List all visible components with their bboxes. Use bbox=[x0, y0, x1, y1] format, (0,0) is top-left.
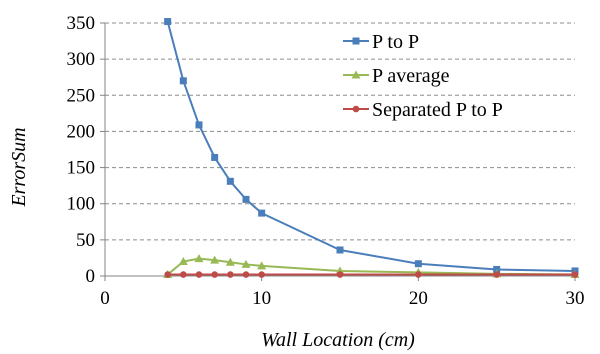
data-point-p-to-p bbox=[414, 260, 422, 268]
legend-item-p-to-p: P to P bbox=[343, 31, 419, 53]
data-point-p-average bbox=[241, 259, 251, 268]
axes: 0 50 100 150 200 250 300 350 0 10 20 30 bbox=[67, 13, 585, 309]
legend-label: Separated P to P bbox=[372, 99, 503, 121]
x-tick-label: 30 bbox=[566, 288, 585, 309]
data-point-p-average bbox=[225, 257, 235, 266]
y-tick-label: 100 bbox=[67, 194, 96, 215]
legend-label: P average bbox=[372, 65, 450, 87]
data-point-separated-p-to-p bbox=[180, 271, 187, 278]
data-point-separated-p-to-p bbox=[164, 271, 171, 278]
legend-swatch-marker bbox=[352, 105, 360, 113]
legend: P to P P average Separated P to P bbox=[343, 31, 503, 121]
y-tick-label: 200 bbox=[67, 121, 96, 142]
legend-item-separated-p-to-p: Separated P to P bbox=[343, 99, 503, 121]
x-tick-label: 20 bbox=[409, 288, 428, 309]
data-point-p-to-p bbox=[179, 77, 187, 85]
series-p-to-p bbox=[164, 18, 579, 275]
y-tick-label: 350 bbox=[67, 13, 96, 34]
data-point-separated-p-to-p bbox=[242, 271, 250, 278]
y-tick-label: 300 bbox=[67, 49, 96, 70]
x-axis-title: Wall Location (cm) bbox=[261, 329, 415, 351]
data-point-separated-p-to-p bbox=[571, 271, 579, 278]
data-point-p-to-p bbox=[242, 195, 250, 203]
data-point-p-to-p bbox=[211, 153, 219, 161]
data-point-p-to-p bbox=[195, 121, 203, 129]
data-point-p-to-p bbox=[164, 18, 172, 26]
gridlines bbox=[105, 22, 575, 241]
data-point-p-to-p bbox=[336, 246, 344, 254]
data-point-separated-p-to-p bbox=[211, 271, 218, 278]
data-point-separated-p-to-p bbox=[258, 271, 265, 278]
series-separated-p-to-p bbox=[164, 271, 579, 278]
series-lines bbox=[163, 18, 580, 279]
data-point-p-average bbox=[194, 254, 204, 263]
x-tick-label: 0 bbox=[100, 288, 110, 309]
data-point-p-average bbox=[178, 257, 188, 266]
data-point-p-average bbox=[210, 255, 220, 264]
legend-swatch-marker bbox=[352, 37, 360, 45]
data-point-separated-p-to-p bbox=[227, 271, 234, 278]
legend-label: P to P bbox=[372, 31, 419, 53]
data-point-p-to-p bbox=[226, 177, 234, 185]
data-point-separated-p-to-p bbox=[493, 271, 500, 278]
y-tick-label: 50 bbox=[76, 230, 95, 251]
legend-item-p-average: P average bbox=[343, 65, 450, 87]
data-point-p-average bbox=[257, 261, 267, 270]
data-point-separated-p-to-p bbox=[336, 271, 344, 278]
y-tick-label: 250 bbox=[67, 85, 96, 106]
data-point-p-to-p bbox=[258, 209, 266, 217]
data-point-separated-p-to-p bbox=[195, 271, 203, 278]
x-tick-label: 10 bbox=[252, 288, 271, 309]
y-tick-label: 150 bbox=[67, 158, 96, 179]
data-point-separated-p-to-p bbox=[415, 271, 422, 278]
y-axis-title: ErrorSum bbox=[8, 127, 30, 207]
legend-swatch-marker bbox=[351, 70, 361, 79]
y-tick-label: 0 bbox=[86, 266, 96, 287]
